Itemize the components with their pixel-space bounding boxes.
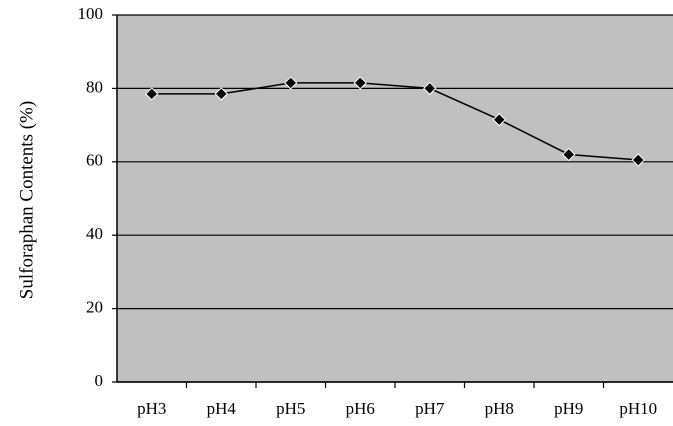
data-marker (214, 87, 228, 101)
x-tick-label: pH5 (276, 399, 305, 418)
x-tick-label: pH3 (137, 399, 166, 418)
plot-area (117, 15, 673, 382)
y-axis-label: Sulforaphan Contents (%) (16, 101, 37, 299)
x-tick-label: pH4 (207, 399, 237, 418)
x-tick-label: pH6 (346, 399, 375, 418)
x-tick-label: pH8 (485, 399, 514, 418)
y-tick-label: 100 (78, 4, 104, 23)
y-tick-label: 40 (86, 224, 103, 243)
data-marker (631, 153, 645, 167)
y-tick-label: 80 (86, 77, 103, 96)
x-tick-label: pH7 (415, 399, 445, 418)
data-marker (562, 147, 576, 162)
y-tick-label: 20 (86, 298, 103, 317)
y-tick-label: 0 (95, 371, 104, 390)
x-tick-label: pH10 (619, 399, 657, 418)
data-marker (492, 112, 506, 127)
data-marker (423, 81, 437, 96)
data-line (151, 82, 639, 161)
x-tick-label: pH9 (554, 399, 583, 418)
data-marker (284, 76, 298, 90)
y-tick-label: 60 (86, 151, 103, 170)
data-marker (145, 87, 159, 101)
data-marker (353, 76, 367, 90)
